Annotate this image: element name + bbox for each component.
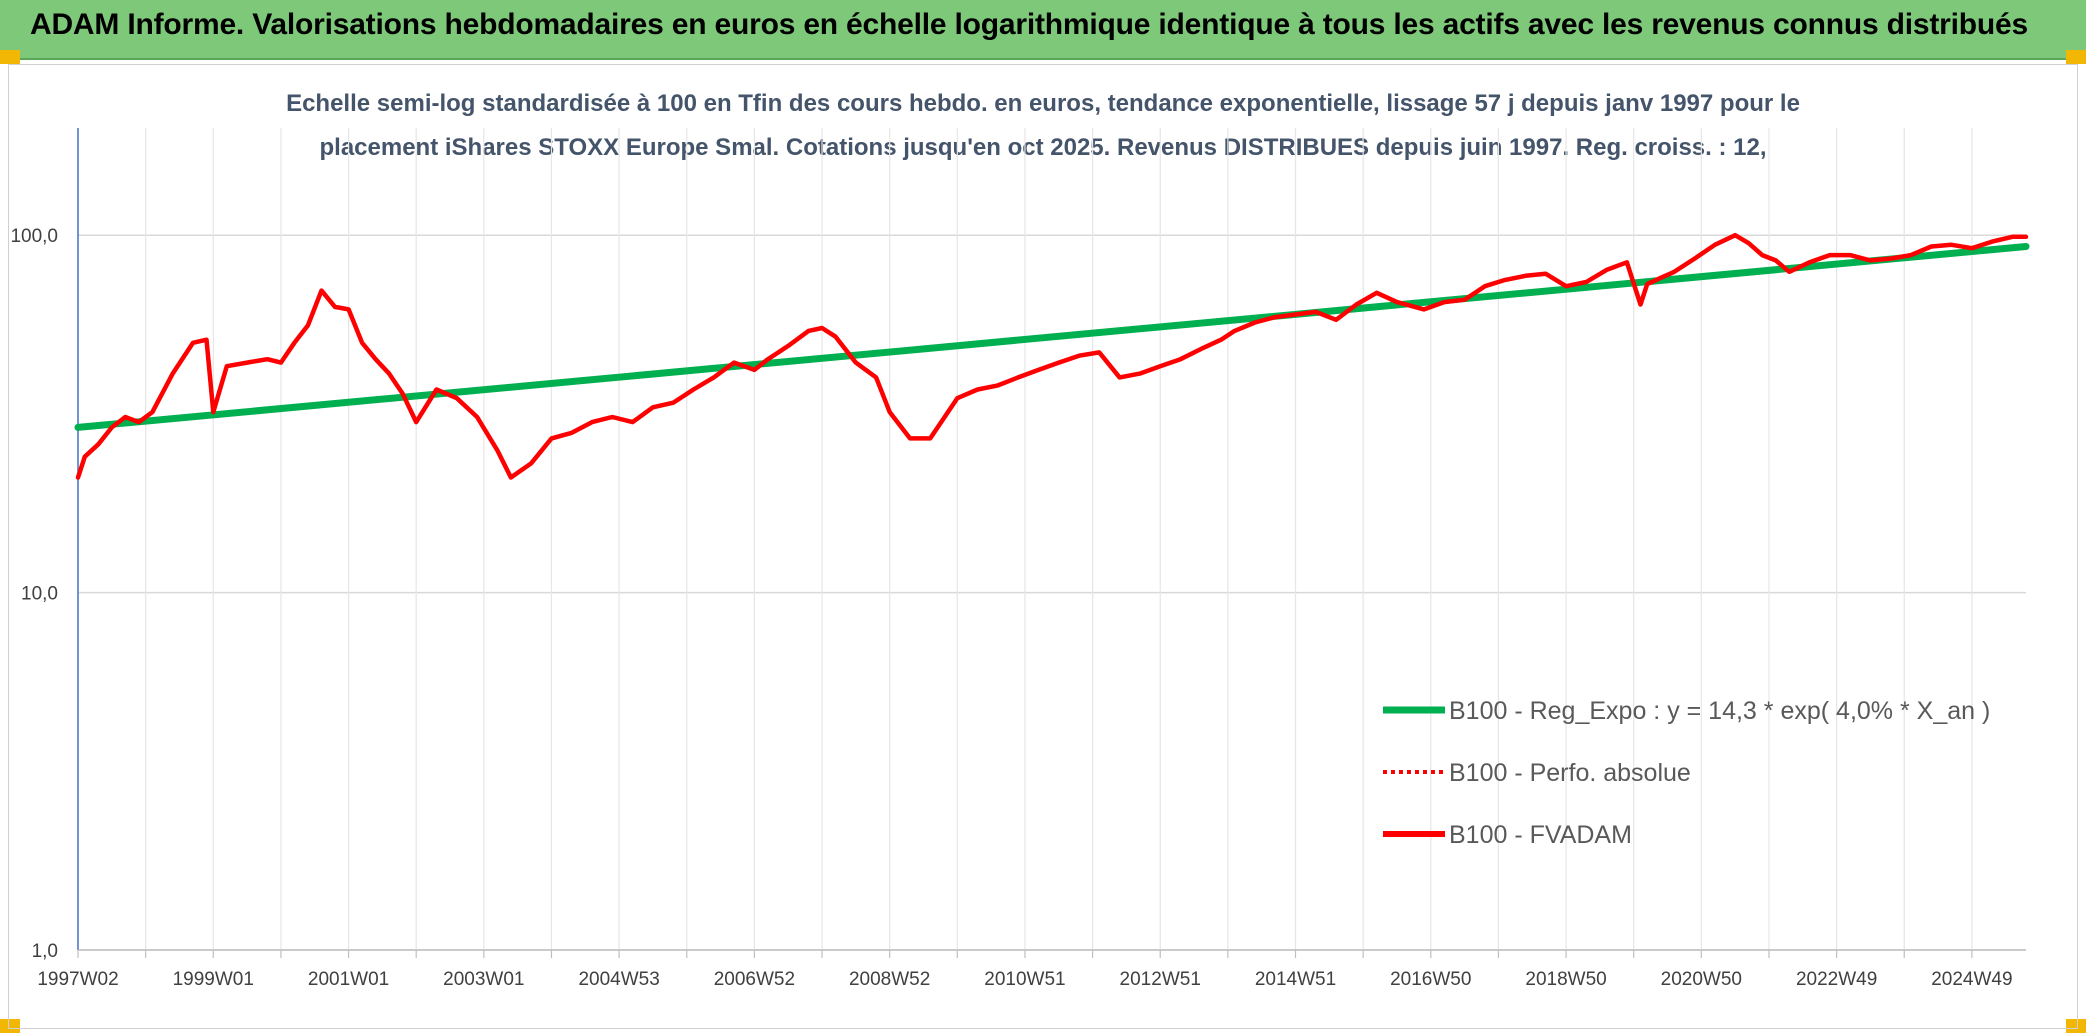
- x-tick-label: 2008W52: [849, 969, 930, 990]
- x-tick-label: 2001W01: [308, 969, 389, 990]
- corner-marker: [0, 50, 20, 64]
- page-title: ADAM Informe. Valorisations hebdomadaire…: [30, 8, 2028, 41]
- corner-marker: [0, 1019, 20, 1033]
- x-tick-label: 2016W50: [1390, 969, 1471, 990]
- corner-marker: [2066, 1019, 2086, 1033]
- chart-title-line2: placement iShares STOXX Europe Smal. Cot…: [319, 134, 1767, 161]
- x-tick-label: 2024W49: [1931, 969, 2012, 990]
- x-tick-label: 2012W51: [1120, 969, 1201, 990]
- x-tick-label: 2010W51: [984, 969, 1065, 990]
- chart-frame: [8, 64, 2078, 1029]
- x-tick-label: 2014W51: [1255, 969, 1336, 990]
- series-line-fvadam: [75, 232, 2029, 480]
- series-line-regression: [74, 243, 2030, 431]
- corner-marker: [2066, 50, 2086, 64]
- y-tick-label: 100,0: [10, 226, 58, 247]
- y-tick-label: 10,0: [21, 584, 58, 605]
- x-tick-label: 2020W50: [1661, 969, 1742, 990]
- legend-label: B100 - FVADAM: [1449, 821, 1632, 849]
- y-tick-label: 1,0: [32, 941, 58, 962]
- x-tick-label: 1997W02: [37, 969, 118, 990]
- x-tick-label: 2006W52: [714, 969, 795, 990]
- legend-label: B100 - Perfo. absolue: [1449, 759, 1691, 787]
- x-tick-label: 2018W50: [1525, 969, 1606, 990]
- x-tick-label: 2003W01: [443, 969, 524, 990]
- chart-title-line1: Echelle semi-log standardisée à 100 en T…: [286, 90, 1800, 117]
- x-tick-label: 2004W53: [578, 969, 659, 990]
- x-tick-label: 1999W01: [173, 969, 254, 990]
- header-banner: ADAM Informe. Valorisations hebdomadaire…: [0, 0, 2086, 60]
- x-tick-label: 2022W49: [1796, 969, 1877, 990]
- legend-label: B100 - Reg_Expo : y = 14,3 * exp( 4,0% *…: [1449, 697, 1990, 725]
